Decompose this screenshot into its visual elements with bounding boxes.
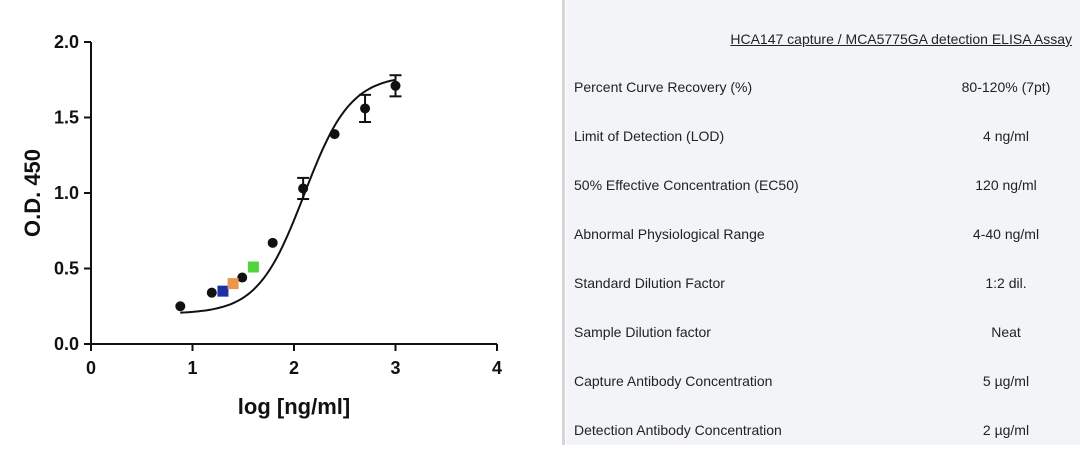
parameter-value: 4 ng/ml xyxy=(983,128,1029,144)
table-row: Limit of Detection (LOD) 4 ng/ml xyxy=(574,128,1072,150)
table-row: Standard Dilution Factor 1:2 dil. xyxy=(574,275,1072,297)
standard-point xyxy=(267,237,278,248)
parameter-label: 50% Effective Concentration (EC50) xyxy=(574,177,799,193)
parameter-label: Detection Antibody Concentration xyxy=(574,422,782,438)
x-tick-label: 4 xyxy=(492,358,502,378)
standard-point xyxy=(360,103,371,114)
standard-point xyxy=(175,301,186,312)
table-row: Percent Curve Recovery (%) 80-120% (7pt) xyxy=(574,79,1072,101)
standard-point xyxy=(206,287,217,298)
table-row: 50% Effective Concentration (EC50) 120 ng… xyxy=(574,177,1072,199)
y-tick-label: 1.5 xyxy=(54,108,79,128)
y-tick-label: 2.0 xyxy=(54,32,79,52)
y-tick-label: 1.0 xyxy=(54,183,79,203)
parameter-value: Neat xyxy=(991,324,1021,340)
assay-parameter-table: HCA147 capture / MCA5775GA detection ELI… xyxy=(566,0,1080,445)
elisa-standard-curve-chart: 0 1 2 3 4 0.0 0.5 1.0 1.5 2.0 log [ng/ml] O.D. 45… xyxy=(20,32,502,419)
panel-divider xyxy=(562,0,565,445)
parameter-value: 5 µg/ml xyxy=(982,373,1030,389)
parameter-label: Standard Dilution Factor xyxy=(574,275,725,291)
standard-point xyxy=(237,272,248,283)
x-tick-label: 2 xyxy=(289,358,299,378)
x-tick-label: 1 xyxy=(187,358,197,378)
sample-point xyxy=(227,278,239,290)
parameter-value: 80-120% (7pt) xyxy=(961,79,1051,95)
parameter-value: 120 ng/ml xyxy=(975,177,1037,193)
x-tick-label: 0 xyxy=(86,358,96,378)
y-axis-title: O.D. 450 xyxy=(20,149,45,237)
standard-point xyxy=(329,129,340,140)
parameter-label: Abnormal Physiological Range xyxy=(574,226,765,242)
parameter-value: 4-40 ng/ml xyxy=(972,226,1040,242)
fit-curve-line xyxy=(180,78,396,314)
chart-panel: 0 1 2 3 4 0.0 0.5 1.0 1.5 2.0 log [ng/ml] O.D. 45… xyxy=(20,32,503,419)
sample-point xyxy=(217,285,229,297)
x-axis-title: log [ng/ml] xyxy=(238,394,350,419)
table-row: Capture Antibody Concentration 5 µg/ml xyxy=(574,373,1072,395)
parameter-value: 2 µg/ml xyxy=(982,422,1030,438)
y-tick-label: 0.5 xyxy=(54,259,79,279)
table-title: HCA147 capture / MCA5775GA detection ELI… xyxy=(730,31,1072,47)
standard-point xyxy=(390,80,401,91)
standard-point xyxy=(298,183,309,194)
x-tick-label: 3 xyxy=(390,358,400,378)
table-row: Detection Antibody Concentration 2 µg/ml xyxy=(574,422,1072,444)
parameter-value: 1:2 dil. xyxy=(985,275,1027,291)
table-row: Sample Dilution factor Neat xyxy=(574,324,1072,346)
parameter-label: Sample Dilution factor xyxy=(574,324,711,340)
y-tick-label: 0.0 xyxy=(54,334,79,354)
parameter-label: Percent Curve Recovery (%) xyxy=(574,79,753,95)
sample-point xyxy=(247,261,259,273)
parameter-label: Limit of Detection (LOD) xyxy=(574,128,725,144)
table-row: Abnormal Physiological Range 4-40 ng/ml xyxy=(574,226,1072,248)
parameter-label: Capture Antibody Concentration xyxy=(574,373,773,389)
